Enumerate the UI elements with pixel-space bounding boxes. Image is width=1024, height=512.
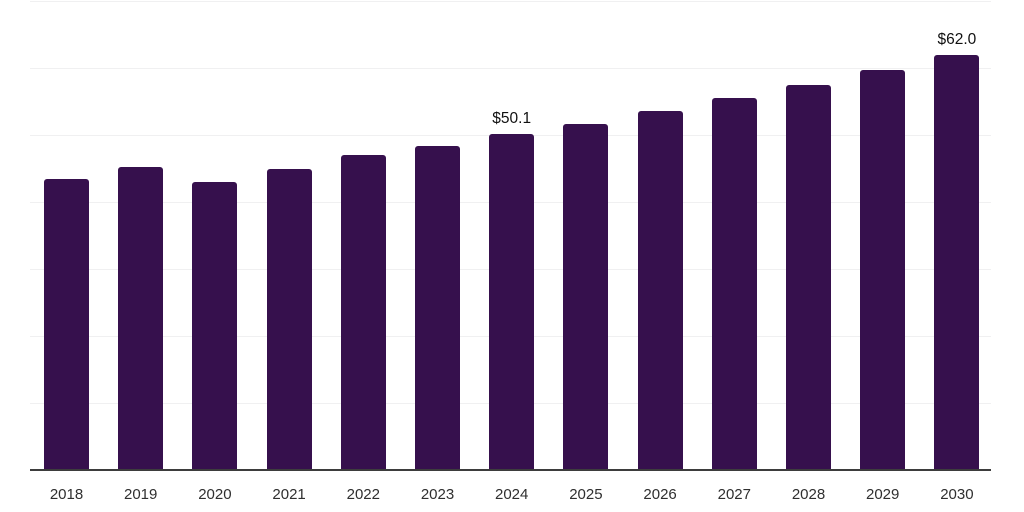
x-tick-label-2029: 2029 (866, 486, 900, 503)
x-tick-label-2018: 2018 (49, 486, 84, 503)
bar-2022[interactable] (340, 155, 386, 469)
x-tick-label-2019: 2019 (124, 486, 158, 503)
x-tick-label-2030: 2030 (940, 486, 974, 503)
bar-2023[interactable] (415, 146, 460, 469)
x-tick-label-2023: 2023 (420, 486, 455, 503)
gridline (30, 1, 991, 2)
x-tick-label-2028: 2028 (791, 486, 826, 503)
bar-2029[interactable] (860, 70, 906, 469)
x-tick-label-2027: 2027 (717, 486, 751, 503)
data-label-2024: $50.1 (492, 110, 532, 128)
x-axis-line (30, 469, 991, 471)
x-tick-label-2021: 2021 (272, 486, 306, 503)
x-tick-label-2025: 2025 (569, 486, 603, 503)
x-tick-label-2022: 2022 (346, 486, 380, 503)
bar-2018[interactable] (44, 178, 89, 469)
bar-2021[interactable] (266, 169, 312, 469)
bar-2028[interactable] (786, 85, 831, 469)
x-tick-label-2024: 2024 (495, 486, 529, 503)
x-tick-label-2026: 2026 (643, 486, 677, 503)
bar-2025[interactable] (563, 124, 609, 469)
bar-2026[interactable] (637, 110, 683, 469)
bar-2024[interactable] (489, 134, 535, 469)
bar-2019[interactable] (118, 167, 164, 469)
bar-2030[interactable] (934, 54, 980, 469)
x-tick-label-2020: 2020 (198, 486, 232, 503)
bar-2027[interactable] (711, 98, 757, 469)
gridline (30, 68, 991, 69)
data-label-2030: $62.0 (937, 30, 977, 48)
bar-2020[interactable] (192, 181, 238, 469)
